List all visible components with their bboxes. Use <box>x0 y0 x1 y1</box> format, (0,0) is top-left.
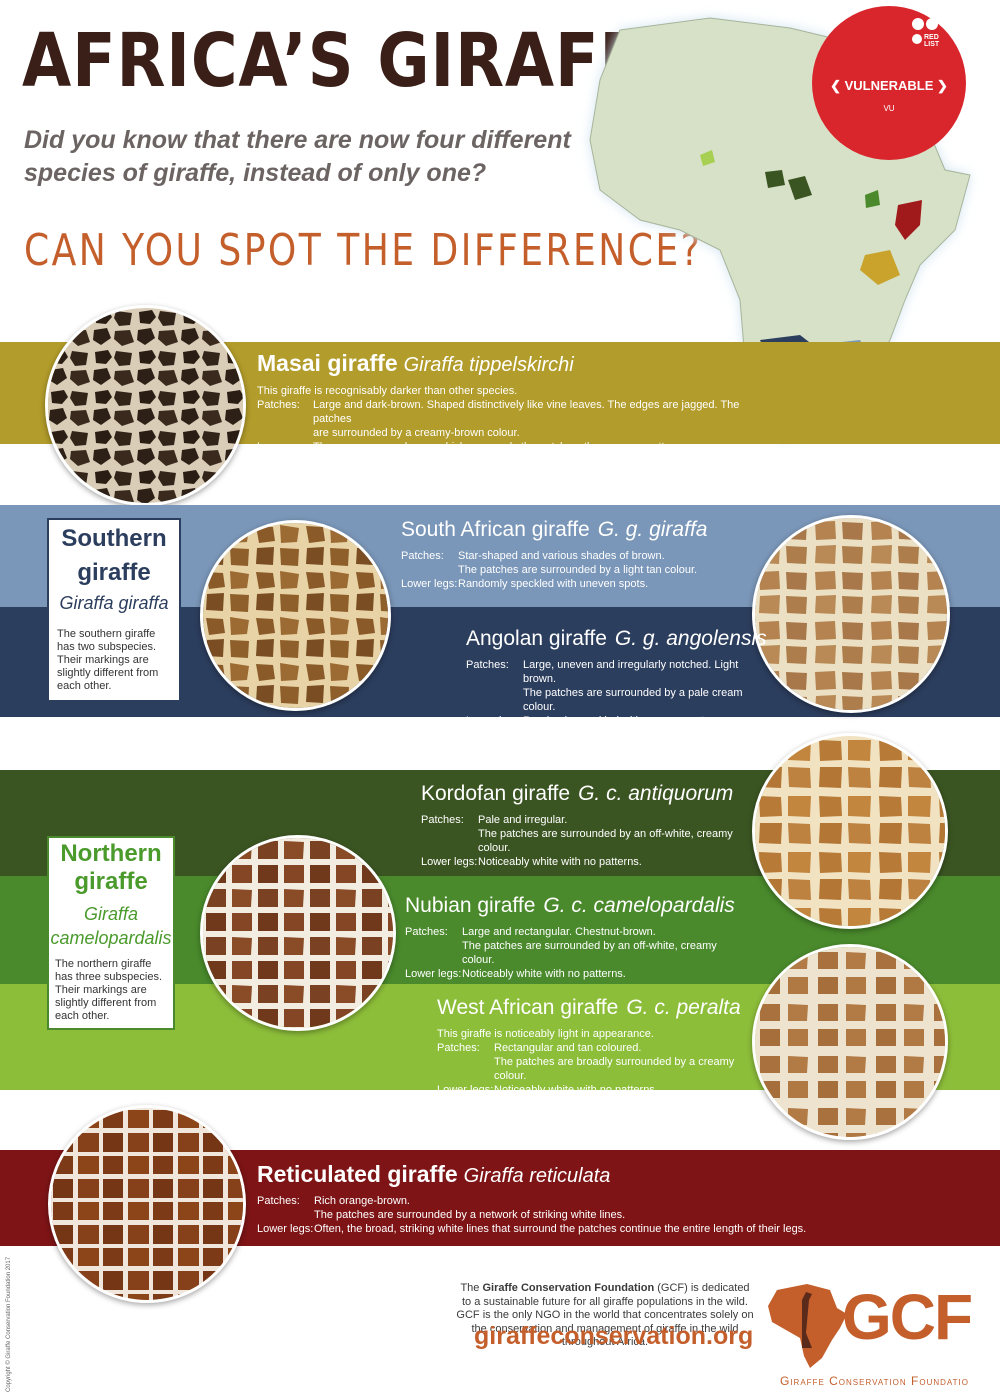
spot-difference-heading: CAN YOU SPOT THE DIFFERENCE? <box>24 225 703 276</box>
reticulated-description: Patches: Rich orange-brown. The patches a… <box>257 1195 807 1235</box>
masai-sci: Giraffa tippelskirchi <box>403 354 574 376</box>
nubian-heading: Nubian giraffe G. c. camelopardalis <box>405 894 735 917</box>
masai-intro: This giraffe is recognisably darker than… <box>257 385 518 397</box>
nubian-description: Patches: Large and rectangular. Chestnut-… <box>405 926 717 980</box>
gcf-org-name: Giraffe Conservation Foundatio <box>780 1374 969 1388</box>
kordofan-heading: Kordofan giraffe G. c. antiquorum <box>421 782 734 805</box>
reticulated-heading: Reticulated giraffe Giraffa reticulata <box>257 1161 611 1187</box>
south-african-description: Patches: Star-shaped and various shades o… <box>401 550 698 590</box>
masai-name: Masai giraffe <box>257 350 398 376</box>
west-african-range <box>700 150 715 166</box>
chevron-right-icon: ❯ <box>933 78 948 93</box>
angolan-heading: Angolan giraffe G. g. angolensis <box>466 627 767 650</box>
west-african-pattern-swatch <box>752 944 948 1140</box>
northern-box-title: Northern giraffe <box>60 840 162 895</box>
west-african-heading: West African giraffe G. c. peralta <box>437 996 741 1019</box>
northern-box-desc: The northern giraffe has three subspecie… <box>55 958 163 1022</box>
poster-title: AFRICA’S GIRAFFE <box>22 18 689 104</box>
kordofan-pattern-swatch <box>752 733 948 929</box>
redlist-status: ❮ VULNERABLE ❯ <box>830 78 948 93</box>
gcf-logo-text: GCF <box>842 1281 973 1353</box>
kordofan-description: Patches: Pale and irregular. The patches … <box>421 814 733 868</box>
southern-box-desc: The southern giraffe has two subspecies.… <box>57 628 159 692</box>
gcf-logo: GCF Giraffe Conservation Foundatio <box>762 1278 992 1393</box>
northern-giraffe-box: Northern giraffe Giraffa camelopardalis … <box>47 836 175 1030</box>
northern-box-sci: Giraffa camelopardalis <box>50 904 172 948</box>
masai-heading: Masai giraffe Giraffa tippelskirchi <box>257 350 574 377</box>
angolan-description: Patches: Large, uneven and irregularly no… <box>466 659 743 727</box>
copyright-notice: Copyright © Giraffe Conservation Foundat… <box>6 1256 12 1392</box>
southern-box-sci: Giraffa giraffa <box>59 593 169 613</box>
website-link[interactable]: giraffeconservation.org <box>474 1322 754 1350</box>
gcf-mission-text: The Giraffe Conservation Foundation (GCF… <box>456 1282 754 1348</box>
redlist-code: VU <box>883 104 895 113</box>
masai-pattern-swatch <box>45 305 246 506</box>
nubian-pattern-swatch <box>200 835 396 1031</box>
masai-description: This giraffe is recognisably darker than… <box>257 384 777 468</box>
poster-subtitle: Did you know that there are now four dif… <box>24 126 571 187</box>
south-african-heading: South African giraffe G. g. giraffa <box>401 518 708 541</box>
africa-giraffe-logo-icon <box>768 1284 847 1368</box>
iucn-redlist-badge: RED LIST ❮ VULNERABLE ❯ VU <box>812 6 966 160</box>
reticulated-pattern-swatch <box>48 1105 246 1303</box>
angolan-pattern-swatch <box>752 515 950 713</box>
chevron-left-icon: ❮ <box>830 78 845 93</box>
redlist-logo-icon: RED LIST <box>912 18 946 52</box>
southern-box-title: Southern giraffe <box>61 525 167 586</box>
southern-giraffe-box: Southern giraffe Giraffa giraffa The sou… <box>47 518 181 702</box>
west-african-description: This giraffe is noticeably light in appe… <box>437 1028 735 1096</box>
south-african-pattern-swatch <box>200 520 391 711</box>
